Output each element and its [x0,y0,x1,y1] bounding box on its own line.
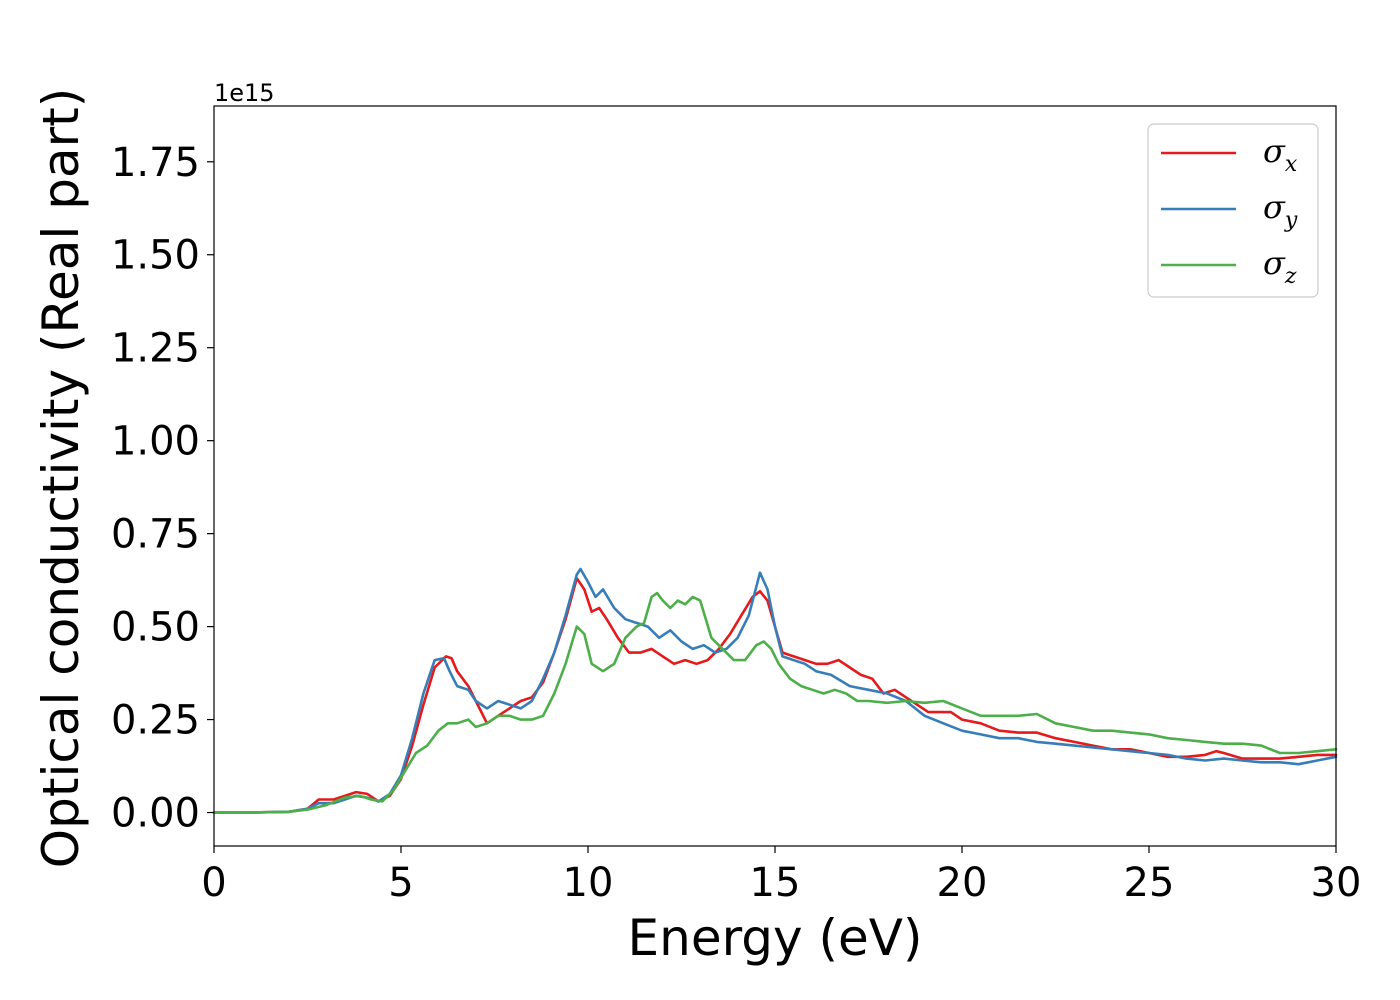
y-offset-label: 1e15 [214,79,275,107]
y-axis-ticks: 0.00 0.25 0.50 0.75 1.00 1.25 1.50 1.75 [111,140,214,837]
legend-symbol: σ [1263,188,1286,226]
x-axis-label: Energy (eV) [628,909,923,967]
x-axis-ticks: 0 5 10 15 20 25 30 [201,846,1361,906]
series-line-y [212,567,1338,814]
y-tick-label: 1.25 [111,326,200,372]
series-line-z [212,591,1338,814]
y-tick-label: 0.50 [111,605,200,651]
legend-symbol: σ [1263,132,1286,170]
y-axis-label: Optical conductivity (Real part) [32,88,90,869]
x-tick-label: 5 [388,860,413,906]
x-tick-label: 30 [1311,860,1362,906]
series-line-x [212,576,1338,814]
legend-label-x: σx [1263,132,1298,177]
x-tick-label: 25 [1124,860,1175,906]
x-tick-label: 0 [201,860,226,906]
x-tick-label: 15 [750,860,801,906]
x-tick-label: 20 [937,860,988,906]
y-tick-label: 0.00 [111,791,200,837]
y-tick-label: 1.00 [111,419,200,465]
legend-subscript: y [1284,208,1298,233]
y-tick-label: 1.75 [111,140,200,186]
y-tick-label: 0.75 [111,512,200,558]
y-tick-label: 0.25 [111,698,200,744]
legend-subscript: x [1285,152,1298,177]
legend-label-z: σz [1263,244,1297,289]
legend-box [1147,123,1319,298]
x-tick-label: 10 [563,860,614,906]
legend-symbol: σ [1263,244,1286,282]
legend-label-y: σy [1263,188,1298,233]
series-layer [212,567,1338,814]
legend-subscript: z [1284,264,1297,289]
y-tick-label: 1.50 [111,233,200,279]
